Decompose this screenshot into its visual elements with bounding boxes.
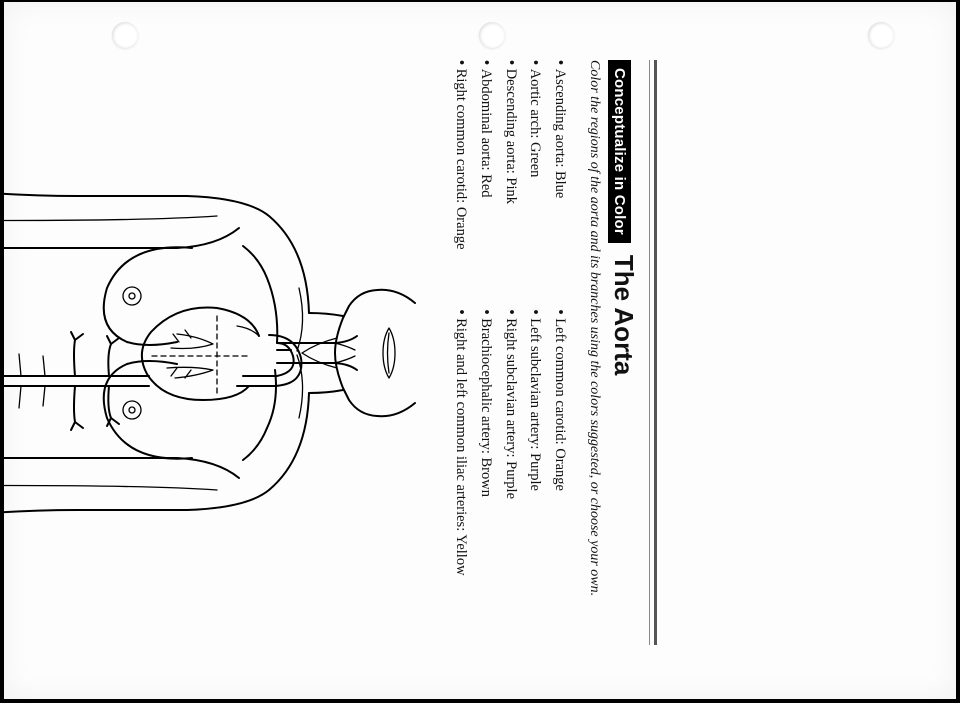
- section-label: Conceptualize in Color: [608, 60, 631, 243]
- color-key-right: Left common carotid: OrangeLeft subclavi…: [449, 310, 572, 576]
- color-key-item: Descending aorta: Pink: [498, 60, 523, 250]
- color-key-item: Abdominal aorta: Red: [473, 60, 498, 250]
- worksheet-page: Conceptualize in Color The Aorta Color t…: [0, 2, 701, 699]
- color-key-columns: Ascending aorta: BlueAortic arch: GreenD…: [449, 60, 572, 645]
- rule-thick: [654, 60, 657, 645]
- color-key-item: Aortic arch: Green: [523, 60, 548, 250]
- color-key-item: Left subclavian artery: Purple: [523, 310, 548, 576]
- color-key-item: Right and left common iliac arteries: Ye…: [449, 310, 474, 576]
- page-title: The Aorta: [608, 255, 639, 375]
- color-key-item: Right subclavian artery: Purple: [498, 310, 523, 576]
- color-key-item: Left common carotid: Orange: [547, 310, 572, 576]
- color-key-left: Ascending aorta: BlueAortic arch: GreenD…: [449, 60, 572, 250]
- color-key-item: Brachiocephalic artery: Brown: [473, 310, 498, 576]
- rule-thin: [649, 60, 650, 645]
- anatomy-figure: [0, 60, 427, 645]
- color-key-item: Ascending aorta: Blue: [547, 60, 572, 250]
- heading: Conceptualize in Color The Aorta: [608, 60, 639, 645]
- punch-hole: [868, 22, 894, 48]
- instruction-text: Color the regions of the aorta and its b…: [586, 60, 602, 645]
- color-key-item: Right common carotid: Orange: [449, 60, 474, 250]
